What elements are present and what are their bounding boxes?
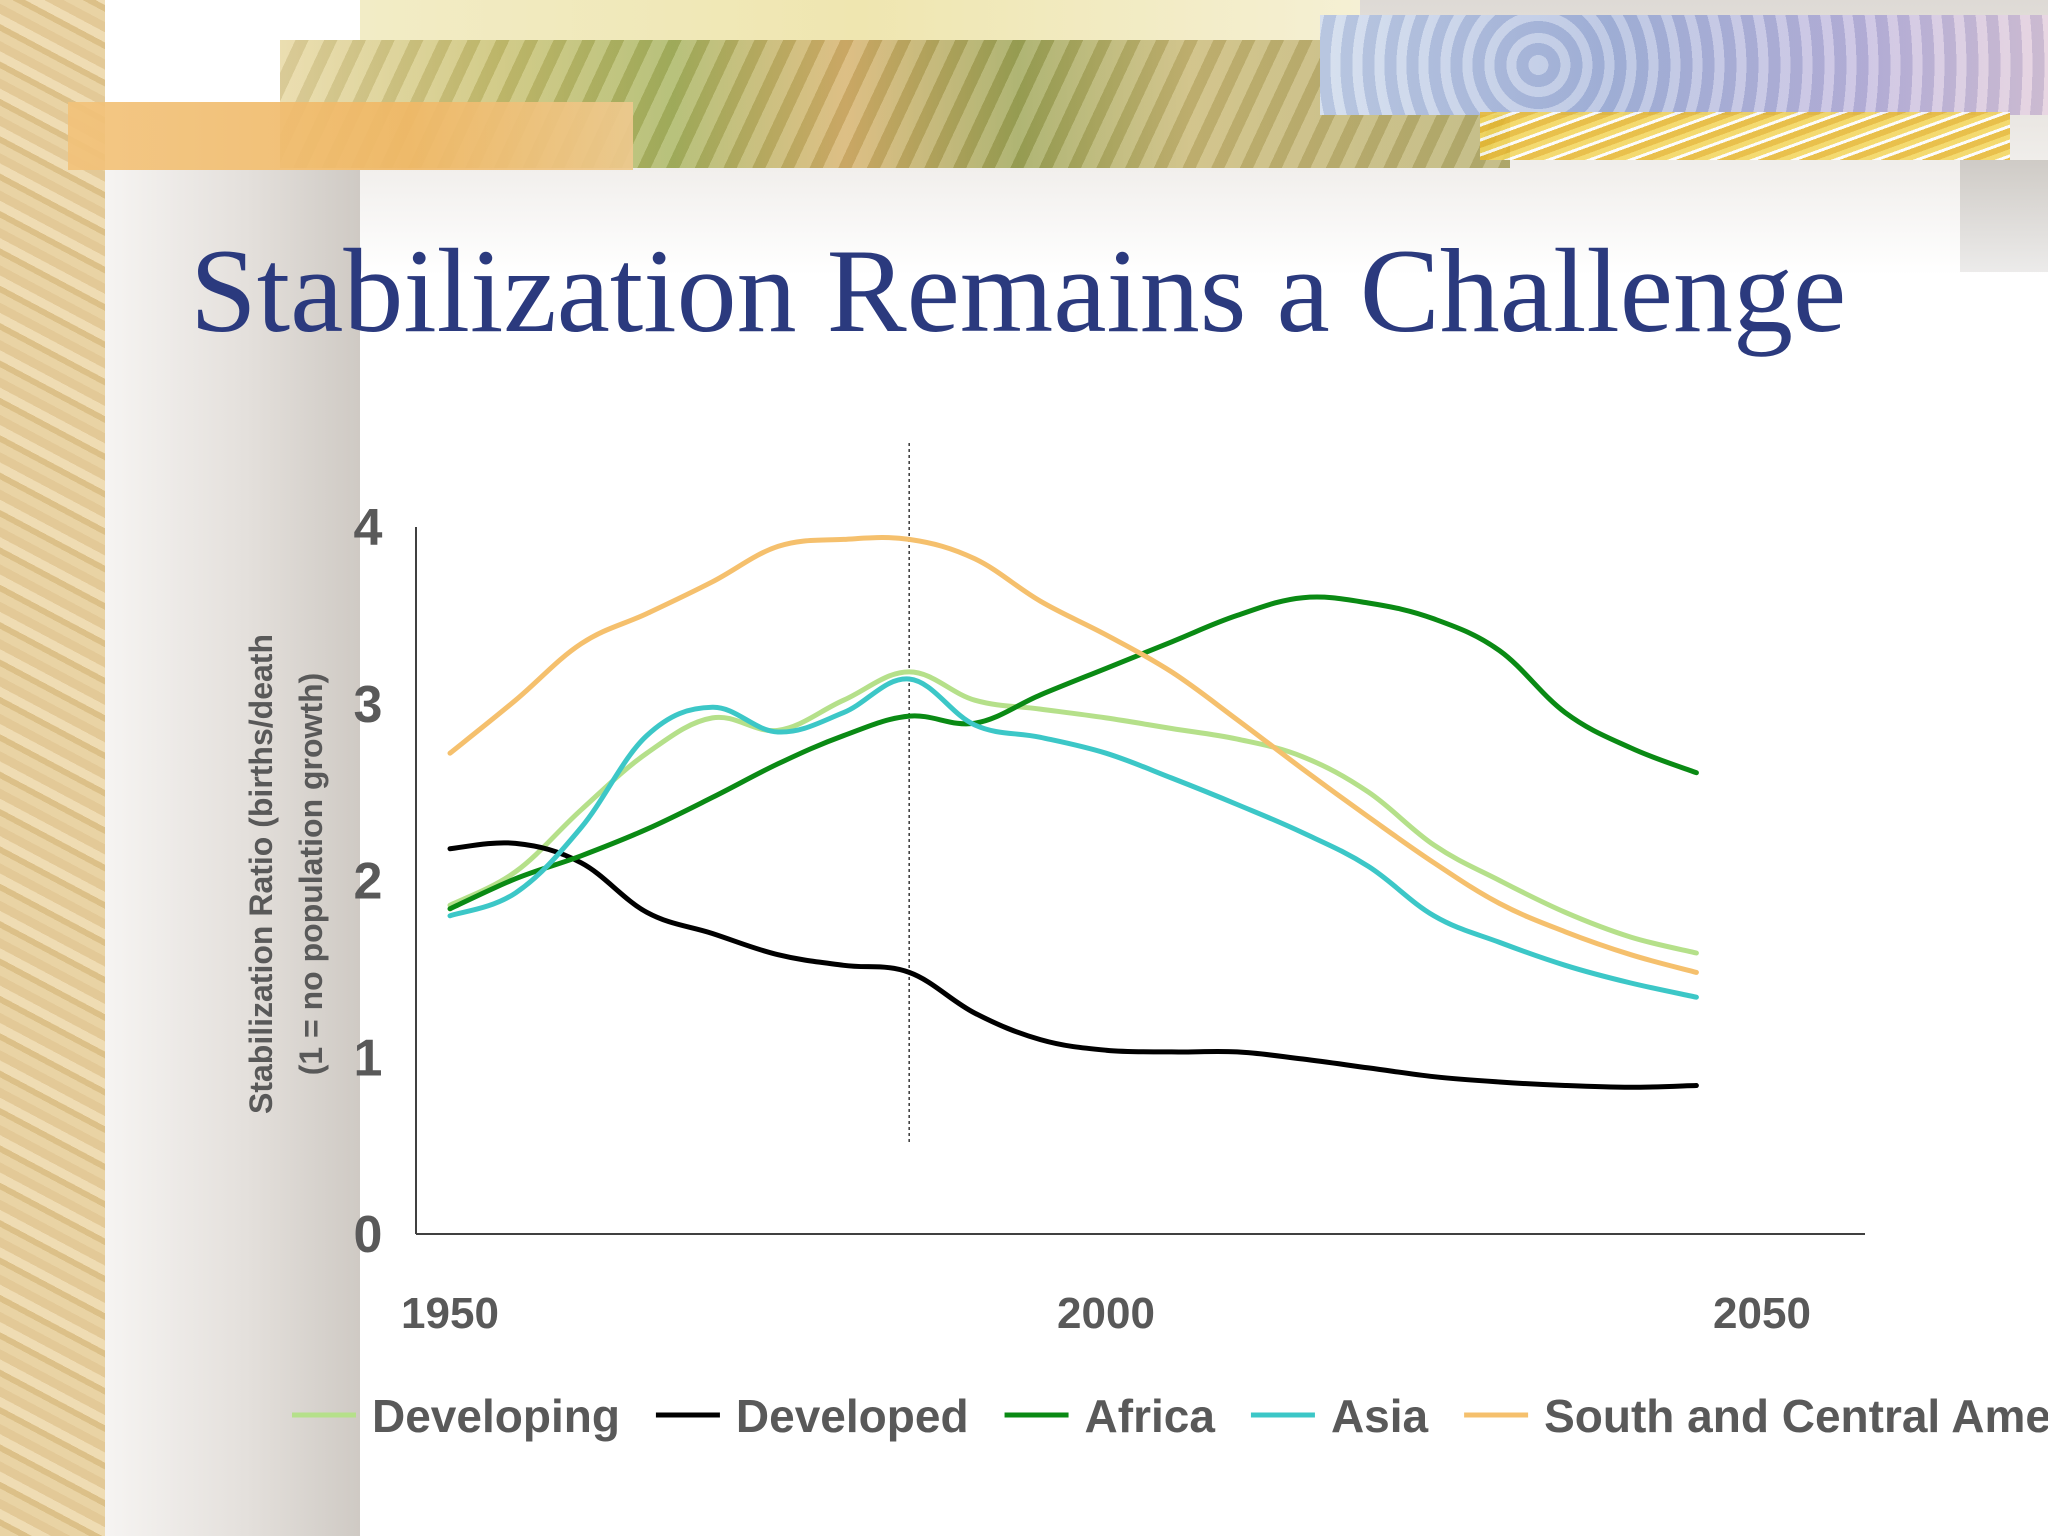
y-tick-label: 1 xyxy=(354,1029,383,1087)
y-tick-label: 2 xyxy=(354,853,383,911)
legend-label-developing: Developing xyxy=(372,1390,620,1442)
y-tick-label: 0 xyxy=(354,1206,383,1264)
banner-cream-strip xyxy=(360,0,1360,42)
chart-axes xyxy=(415,527,1865,1235)
x-tick-labels: 1950 2000 2050 xyxy=(401,1289,1811,1338)
legend-label-developed: Developed xyxy=(736,1390,969,1442)
gray-side-column xyxy=(105,170,360,1536)
banner-shadow-block xyxy=(1960,160,2048,272)
series-lines xyxy=(447,535,1699,1090)
chart-legend: Developing Developed Africa Asia South and C… xyxy=(292,1390,2048,1442)
legend-label-south-and-central-america: South and Central America xyxy=(1544,1390,2048,1442)
y-axis-label-line2: (1 = no population growth) xyxy=(293,673,329,1076)
y-tick-label: 4 xyxy=(354,499,383,557)
legend-label-africa: Africa xyxy=(1085,1390,1216,1442)
slide-title: Stabilization Remains a Challenge xyxy=(190,224,1847,357)
y-axis-label-line1: Stabilization Ratio (births/death xyxy=(243,634,279,1114)
series-line-developing xyxy=(447,669,1699,956)
x-tick-label: 1950 xyxy=(401,1289,499,1338)
series-line-developed xyxy=(447,840,1699,1090)
legend-label-asia: Asia xyxy=(1331,1390,1429,1442)
x-tick-label: 2050 xyxy=(1713,1289,1811,1338)
series-line-africa xyxy=(447,594,1699,912)
y-tick-labels: 0 1 2 3 4 xyxy=(354,499,383,1264)
parchment-border xyxy=(0,0,105,1536)
banner-flowers-image xyxy=(1320,15,2048,115)
y-tick-label: 3 xyxy=(354,676,383,734)
x-tick-label: 2000 xyxy=(1057,1289,1155,1338)
series-line-south-and-central-america xyxy=(447,535,1699,975)
series-line-asia xyxy=(447,676,1699,1000)
banner-orange-strip xyxy=(68,102,633,170)
banner-grain-image xyxy=(1480,112,2010,160)
